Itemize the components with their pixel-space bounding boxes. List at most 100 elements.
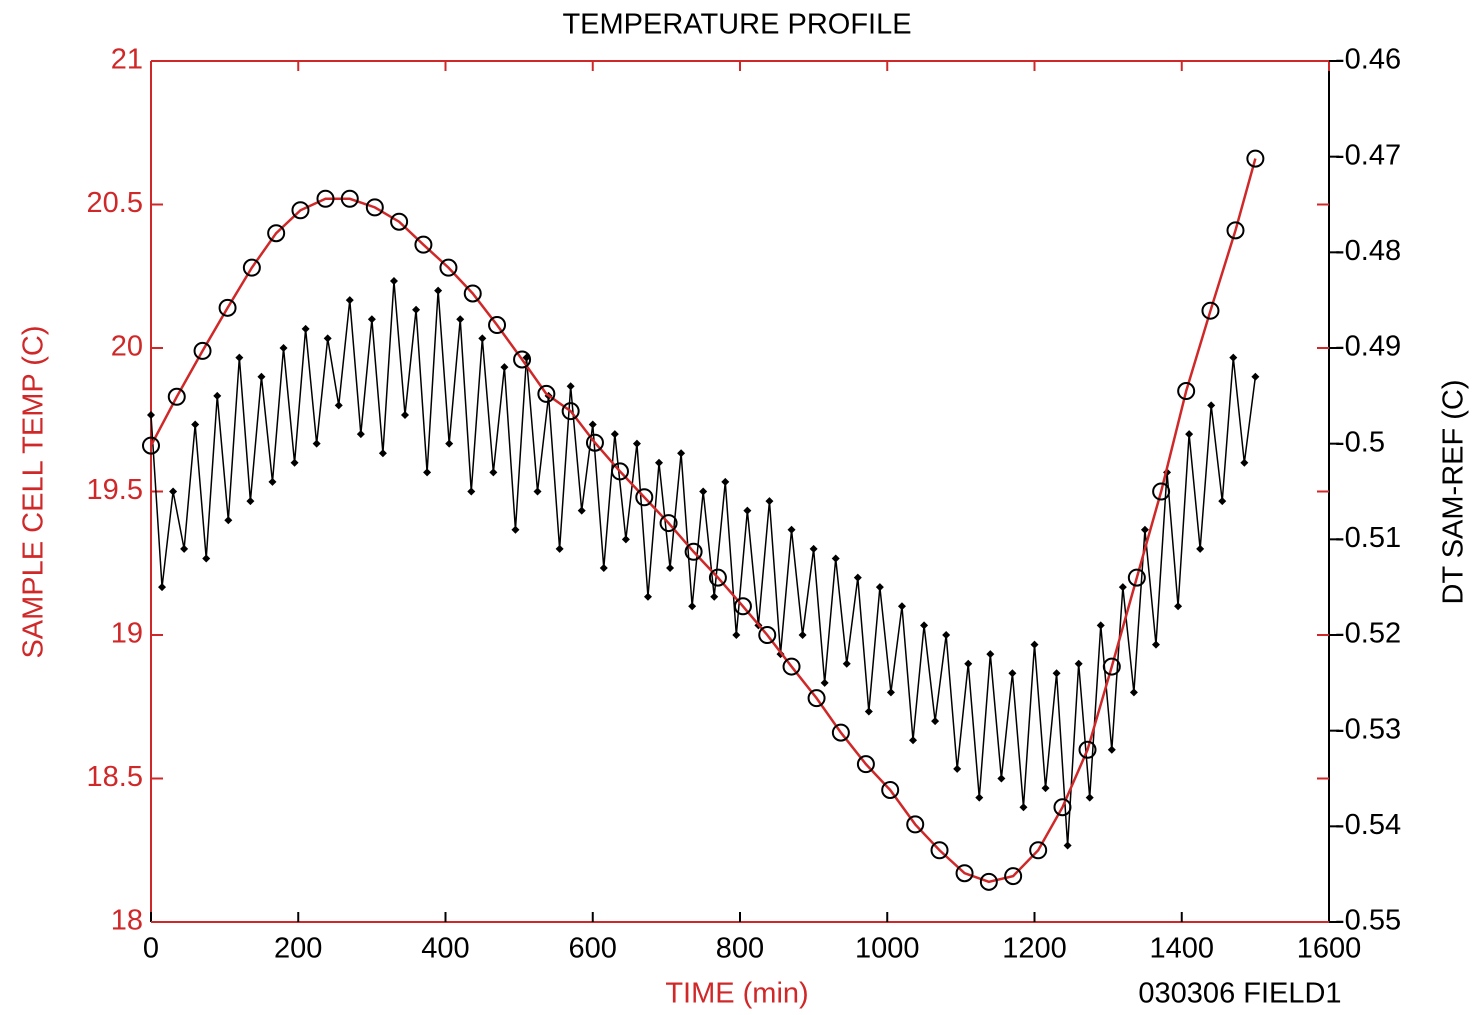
- point-marker: [930, 841, 949, 860]
- point-marker: [798, 631, 807, 639]
- y2-tick-label: -0.54: [1335, 809, 1401, 841]
- point-marker: [279, 344, 288, 352]
- point-marker: [312, 439, 321, 448]
- point-marker: [1030, 640, 1039, 649]
- point-marker: [423, 468, 432, 477]
- point-marker: [193, 341, 212, 360]
- annotation: 030306 FIELD1: [1138, 978, 1341, 1010]
- point-marker: [1177, 382, 1196, 401]
- y2-tick-label: -0.5: [1335, 426, 1385, 458]
- point-marker: [513, 350, 532, 369]
- x-tick-label: 1400: [1149, 933, 1214, 965]
- point-marker: [1085, 793, 1094, 802]
- point-marker: [1096, 621, 1105, 630]
- point-marker: [561, 402, 580, 421]
- y-tick-label: 19: [111, 618, 143, 650]
- point-marker: [290, 458, 299, 467]
- point-marker: [365, 198, 384, 217]
- point-marker: [955, 864, 974, 883]
- point-marker: [1008, 669, 1017, 678]
- point-marker: [632, 439, 641, 448]
- point-marker: [809, 544, 818, 553]
- point-marker: [853, 573, 862, 582]
- point-marker: [242, 258, 261, 277]
- point-marker: [488, 316, 507, 335]
- point-marker: [807, 689, 826, 708]
- y2-tick-label: -0.46: [1335, 44, 1401, 76]
- x-tick-label: 1000: [855, 933, 920, 965]
- point-marker: [367, 315, 376, 324]
- point-marker: [257, 372, 266, 381]
- point-marker: [434, 286, 443, 295]
- point-marker: [1226, 221, 1245, 240]
- y2-tick-label: -0.53: [1335, 713, 1401, 745]
- point-marker: [732, 631, 741, 639]
- point-marker: [340, 189, 359, 208]
- point-marker: [390, 212, 409, 231]
- y2-tick-label: -0.47: [1335, 139, 1401, 171]
- x-tick-label: 1200: [1002, 933, 1067, 965]
- x-tick-label: 600: [569, 933, 617, 965]
- point-marker: [202, 554, 211, 563]
- point-marker: [1152, 482, 1171, 501]
- point-marker: [235, 353, 244, 362]
- point-marker: [610, 430, 619, 439]
- point-marker: [931, 717, 940, 726]
- point-marker: [875, 583, 884, 592]
- point-marker: [1004, 867, 1023, 886]
- point-marker: [666, 564, 675, 573]
- point-marker: [1053, 798, 1072, 817]
- point-marker: [635, 488, 654, 507]
- point-marker: [710, 592, 719, 601]
- point-marker: [1041, 784, 1050, 793]
- y-tick-label: 18.5: [87, 761, 143, 793]
- point-marker: [246, 497, 255, 506]
- point-marker: [1251, 372, 1260, 381]
- point-marker: [378, 449, 387, 458]
- point-marker: [533, 487, 542, 496]
- point-marker: [986, 650, 995, 659]
- point-marker: [1246, 149, 1265, 168]
- point-marker: [782, 657, 801, 676]
- point-marker: [743, 506, 752, 515]
- x-axis-label: TIME (min): [665, 978, 808, 1010]
- point-marker: [316, 189, 335, 208]
- point-marker: [1052, 669, 1061, 678]
- point-marker: [655, 458, 664, 467]
- point-marker: [213, 391, 222, 400]
- y2-tick-label: -0.49: [1335, 331, 1401, 363]
- x-tick-label: 200: [274, 933, 322, 965]
- point-marker: [699, 487, 708, 496]
- point-marker: [1129, 688, 1138, 697]
- point-marker: [1201, 301, 1220, 320]
- point-marker: [268, 477, 277, 486]
- point-marker: [218, 298, 237, 317]
- point-marker: [975, 793, 984, 802]
- point-marker: [412, 305, 421, 314]
- point-marker: [659, 514, 678, 533]
- point-marker: [500, 363, 509, 372]
- point-marker: [142, 436, 160, 455]
- y2-tick-label: -0.52: [1335, 618, 1401, 650]
- point-marker: [1127, 568, 1146, 587]
- point-marker: [389, 277, 398, 286]
- x-tick-label: 0: [143, 933, 159, 965]
- point-marker: [555, 544, 564, 553]
- point-marker: [1140, 525, 1149, 534]
- point-marker: [1019, 803, 1028, 812]
- y2-tick-label: -0.48: [1335, 235, 1401, 267]
- point-marker: [831, 554, 840, 563]
- point-marker: [831, 723, 850, 742]
- point-marker: [1196, 544, 1205, 553]
- y-tick-label: 20: [111, 331, 143, 363]
- point-marker: [1029, 841, 1048, 860]
- point-marker: [906, 815, 925, 834]
- point-marker: [1074, 659, 1083, 668]
- point-marker: [414, 235, 433, 254]
- point-marker: [345, 296, 354, 305]
- point-marker: [897, 602, 906, 611]
- point-marker: [356, 430, 365, 439]
- point-marker: [456, 315, 465, 324]
